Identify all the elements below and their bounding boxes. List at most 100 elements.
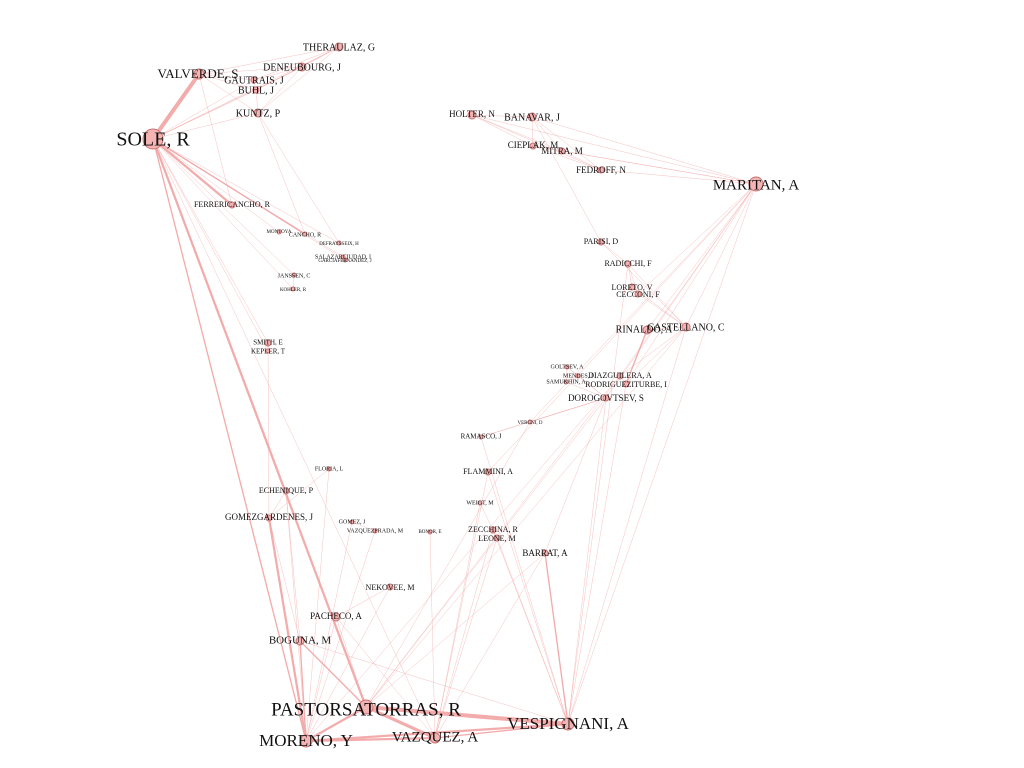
edge-diazguilera-pastorsatorras [365,375,621,708]
node-label-gomezgardenes: GOMEZGARDENES, J [225,512,313,522]
node-label-mitra: MITRA, M [541,146,583,156]
edge-flammini-vespignani [487,471,569,725]
node-label-cieplak: CIEPLAK, M [508,140,559,150]
edge-valverde-gautrais [198,73,255,81]
node-label-banavar: BANAVAR, J [504,112,560,123]
node-flammini [484,468,492,476]
node-deneubourg [297,62,307,72]
edge-ramasco-dorogovtsev [480,397,607,438]
node-gautrais [250,76,258,84]
node-fedroff [597,166,605,174]
edge-deneubourg-buhl [255,66,303,91]
edge-holter-fedroff [471,114,602,171]
edge-sole-salazarciudad [152,138,344,258]
node-moreno [299,734,313,748]
node-label-holter: HOLTER, N [449,109,495,119]
node-goltsev [564,364,570,370]
edge-maritan-castellano [685,183,757,328]
node-label-samukhin: SAMUKHIN, A [546,379,586,385]
node-label-deneubourg: DENEUBOURG, J [263,62,341,73]
node-parisi [597,238,605,246]
node-label-weigt: WEIGT, M [466,500,494,506]
node-label-garciafernandez: GARCIAFERNANDEZ, J [318,259,371,264]
node-label-kuntz: KUNTZ, P [236,108,281,119]
node-label-parisi: PARISI, D [584,237,619,246]
edge-maritan-flammini [487,183,757,473]
node-vazquez [429,732,441,744]
node-label-vergni: VERGNI, D [518,421,543,426]
node-label-leone: LEONE, M [478,534,515,543]
node-label-ramasco: RAMASCO, J [461,433,502,441]
edge-pacheco-pastorsatorras [335,616,367,708]
edge-flammini-vazquez [434,471,489,739]
node-label-fedroff: FEDROFF, N [576,165,626,175]
node-label-janssen: JANSSEN, C [278,273,311,279]
edge-kuntz-defraysseix [257,112,340,244]
node-label-boguna: BOGUNA, M [269,635,332,647]
node-vazquezprada [372,528,378,534]
node-label-salazarciudad: SALAZARCIUDAD, I [315,254,371,260]
edge-castellano-pastorsatorras [365,326,687,708]
edge-fedroff-maritan [600,169,757,185]
edge-dorogovtsev-barrat [544,397,607,554]
node-loreto [628,283,636,291]
edge-kuntz-cancho [257,112,306,235]
edge-kuntz-theraulaz [257,46,340,114]
node-label-maritan: MARITAN, A [713,177,799,193]
node-valverde [193,68,205,80]
node-pastorsatorras [358,699,374,715]
edge-vazquezprada-moreno [305,530,376,742]
edge-maritan-rinaldo [646,183,757,331]
node-label-rodrigueziturbe: RODRIGUEZITURBE, I [585,380,667,389]
edge-echenique-moreno [285,490,307,742]
edge-deneubourg-gautrais [253,66,303,81]
edge-banavar-maritan [531,116,757,185]
node-label-goltsev: GOLTSEV, A [550,364,584,370]
node-sole [142,128,164,150]
edge-valverde-kuntz [198,73,259,114]
edge-echenique-gomezgardenes [268,490,287,519]
node-montoya [276,229,282,235]
edge-holter-banavar [471,114,533,118]
node-ramasco [478,434,484,440]
edge-parisi-radicchi [600,241,629,265]
edge-diazguilera-moreno [305,375,621,742]
edge-nekovee-moreno [305,586,391,742]
node-label-gomez: GOMEZ, J [339,519,366,525]
edge-sole-kepler [152,138,269,352]
node-holter [467,110,477,120]
edge-pastorsatorras-vespignani [363,704,571,727]
node-garciafernandez [342,257,348,263]
node-mitra [558,147,566,155]
node-cancho [302,231,308,237]
edge-sole-defraysseix [152,138,340,244]
node-kepler [265,348,271,354]
edge-leone-vespignani [496,537,569,725]
edge-weigt-zecchina [479,502,494,531]
node-nekovee [386,583,394,591]
edge-theraulaz-gautrais [253,46,340,81]
edge-gomezgardenes-boguna [268,517,301,642]
node-vespignani [561,717,575,731]
edge-sole-echenique [152,138,287,492]
node-label-nekovee: NEKOVEE, M [366,583,415,592]
edge-pacheco-moreno [305,616,337,742]
node-label-diazguilera: DIAZGUILERA, A [588,371,652,380]
edge-sole-montoya [152,138,280,233]
edge-leone-vazquez [434,537,498,739]
node-label-dorogovtsev: DOROGOVTSEV, S [568,393,644,403]
edges-layer [150,46,757,743]
node-label-valverde: VALVERDE, S [158,66,239,81]
node-ferrericancho [228,201,236,209]
edge-radicchi-cecconi [627,263,639,295]
edge-pacheco-vazquez [335,616,436,739]
node-label-montoya: MONTOYA [267,230,292,235]
node-label-vazquez: VAZQUEZ, A [392,729,479,745]
node-vergni [527,419,533,425]
node-label-bonor: BONOR, E [418,530,441,535]
node-boguna [295,636,305,646]
node-smith [264,339,272,347]
edge-sole-valverde [150,71,202,142]
edge-banavar-cieplak [531,116,534,147]
node-label-flammini: FLAMMINI, A [463,467,513,476]
